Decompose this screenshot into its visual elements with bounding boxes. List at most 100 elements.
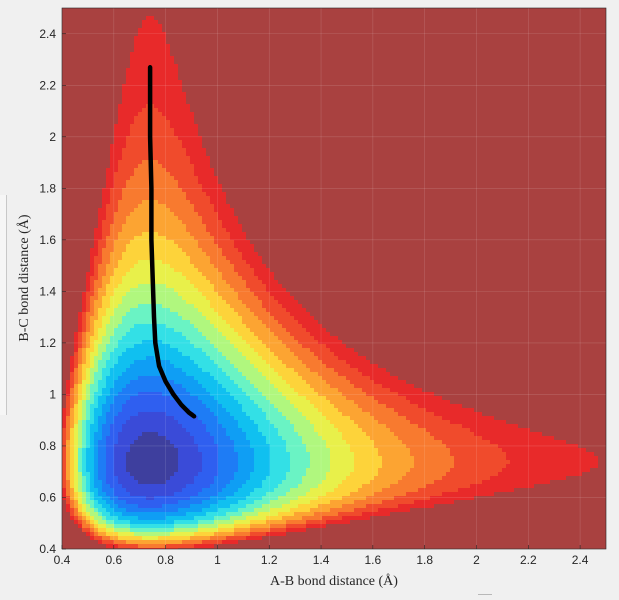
contour-band-cell <box>70 400 75 405</box>
contour-band-cell <box>114 52 119 57</box>
contour-band-cell <box>142 64 147 69</box>
contour-band-cell <box>158 184 163 189</box>
contour-band-cell <box>70 300 75 305</box>
contour-band-cell <box>86 360 91 365</box>
contour-band-cell <box>154 192 159 197</box>
contour-band-cell <box>138 512 143 517</box>
contour-band-cell <box>138 300 143 305</box>
contour-band-cell <box>74 452 79 457</box>
contour-band-cell <box>110 532 115 537</box>
contour-band-cell <box>66 116 71 121</box>
contour-band-cell <box>70 120 75 125</box>
contour-band-cell <box>78 104 83 109</box>
contour-band-cell <box>126 232 131 237</box>
contour-band-cell <box>74 468 79 473</box>
contour-band-cell <box>94 244 99 249</box>
contour-band-cell <box>126 224 131 229</box>
contour-band-cell <box>134 168 139 173</box>
contour-band-cell <box>78 336 83 341</box>
contour-band-cell <box>138 20 143 25</box>
contour-band-cell <box>86 188 91 193</box>
contour-band-cell <box>70 132 75 137</box>
contour-band-cell <box>166 32 171 37</box>
contour-band-cell <box>110 220 115 225</box>
contour-band-cell <box>190 304 195 309</box>
contour-band-cell <box>174 204 179 209</box>
contour-band-cell <box>186 188 191 193</box>
contour-band-cell <box>126 400 131 405</box>
contour-band-cell <box>182 24 187 29</box>
contour-band-cell <box>118 88 123 93</box>
contour-band-cell <box>102 168 107 173</box>
contour-band-cell <box>170 292 175 297</box>
contour-band-cell <box>114 12 119 17</box>
contour-band-cell <box>62 284 67 289</box>
contour-band-cell <box>190 492 195 497</box>
contour-band-cell <box>206 236 211 241</box>
contour-band-cell <box>66 72 71 77</box>
contour-band-cell <box>114 68 119 73</box>
contour-band-cell <box>134 120 139 125</box>
contour-band-cell <box>82 264 87 269</box>
contour-band-cell <box>194 372 199 377</box>
contour-band-cell <box>182 520 187 525</box>
contour-band-cell <box>166 480 171 485</box>
contour-band-cell <box>102 308 107 313</box>
contour-band-cell <box>186 340 191 345</box>
contour-band-cell <box>78 524 83 529</box>
contour-band-cell <box>126 336 131 341</box>
contour-band-cell <box>110 276 115 281</box>
contour-band-cell <box>82 300 87 305</box>
contour-band-cell <box>82 368 87 373</box>
contour-band-cell <box>118 120 123 125</box>
contour-band-cell <box>126 172 131 177</box>
contour-band-cell <box>186 276 191 281</box>
contour-band-cell <box>114 260 119 265</box>
contour-band-cell <box>166 348 171 353</box>
contour-band-cell <box>122 460 127 465</box>
contour-band-cell <box>202 148 207 153</box>
contour-band-cell <box>74 136 79 141</box>
contour-band-cell <box>158 384 163 389</box>
contour-band-cell <box>142 216 147 221</box>
contour-band-cell <box>198 136 203 141</box>
contour-band-cell <box>82 504 87 509</box>
contour-band-cell <box>138 320 143 325</box>
contour-band-cell <box>158 476 163 481</box>
contour-band-cell <box>154 176 159 181</box>
contour-band-cell <box>86 88 91 93</box>
contour-band-cell <box>106 168 111 173</box>
contour-band-cell <box>190 124 195 129</box>
contour-band-cell <box>158 496 163 501</box>
contour-band-cell <box>126 300 131 305</box>
contour-band-cell <box>146 328 151 333</box>
contour-band-cell <box>182 108 187 113</box>
contour-band-cell <box>166 244 171 249</box>
contour-band-cell <box>146 244 151 249</box>
contour-band-cell <box>82 512 87 517</box>
contour-band-cell <box>162 260 167 265</box>
contour-band-cell <box>94 508 99 513</box>
contour-band-cell <box>170 44 175 49</box>
contour-band-cell <box>194 472 199 477</box>
contour-band-cell <box>102 208 107 213</box>
contour-band-cell <box>194 504 199 509</box>
contour-band-cell <box>106 36 111 41</box>
contour-band-cell <box>178 284 183 289</box>
contour-band-cell <box>94 260 99 265</box>
contour-band-cell <box>198 284 203 289</box>
contour-band-cell <box>174 472 179 477</box>
contour-band-cell <box>206 316 211 321</box>
contour-band-cell <box>186 60 191 65</box>
contour-band-cell <box>198 536 203 541</box>
contour-band-cell <box>74 28 79 33</box>
contour-band-cell <box>122 200 127 205</box>
contour-band-cell <box>130 512 135 517</box>
contour-band-cell <box>186 452 191 457</box>
contour-band-cell <box>186 196 191 201</box>
contour-band-cell <box>154 40 159 45</box>
contour-band-cell <box>134 52 139 57</box>
contour-band-cell <box>162 408 167 413</box>
contour-band-cell <box>86 164 91 169</box>
contour-band-cell <box>186 176 191 181</box>
